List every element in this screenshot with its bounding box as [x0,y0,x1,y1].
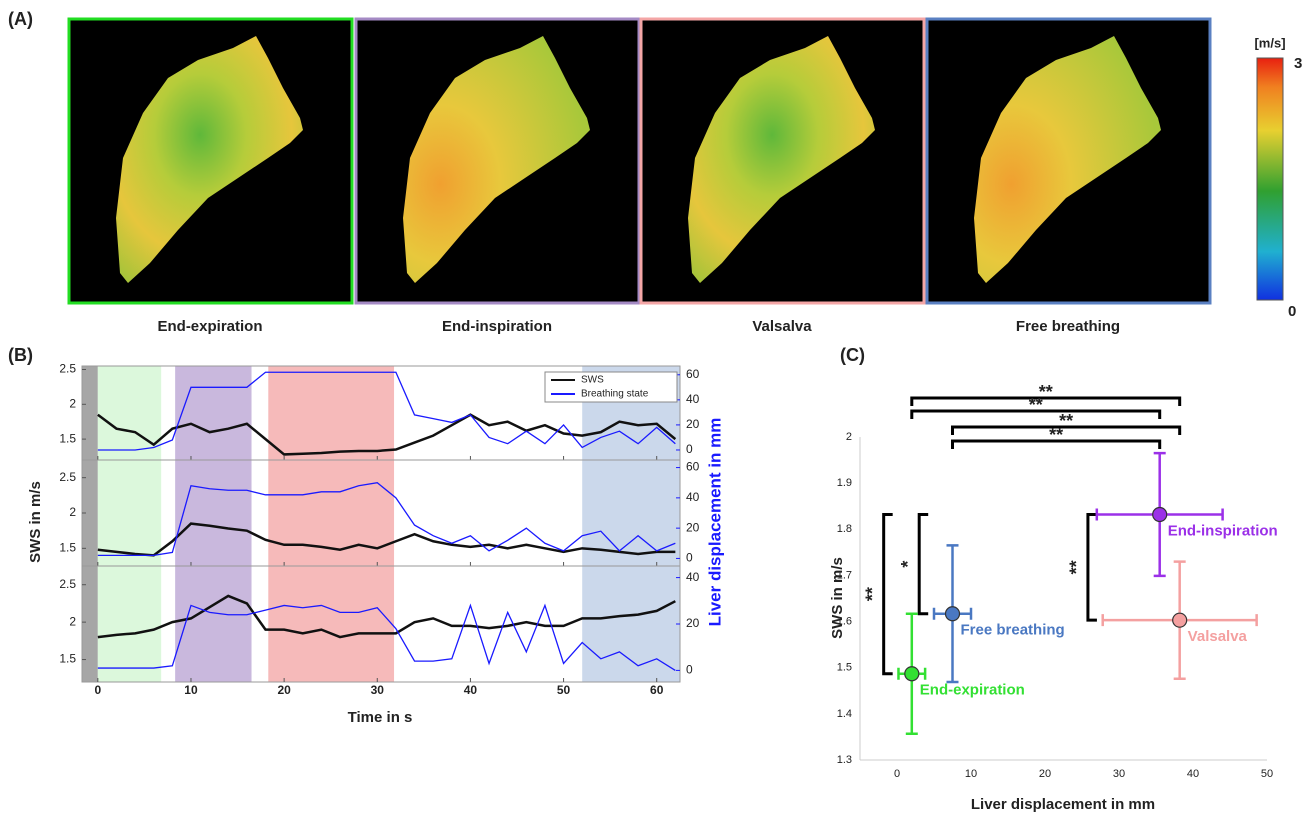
map-label: Valsalva [752,318,812,335]
panel-label: (A) [8,9,33,29]
y2-tick-label: 40 [686,392,700,406]
x-tick-label: 10 [184,683,198,697]
y-tick-label: 1.5 [59,652,76,666]
x-axis-label: Liver displacement in mm [971,796,1155,813]
y2-tick-label: 0 [686,551,693,565]
y-tick-label: 2 [69,505,76,519]
x-tick-label: 0 [894,768,900,780]
panel-label: (B) [8,345,33,365]
x-tick-label: 20 [1039,768,1051,780]
legend-label: SWS [581,375,604,386]
data-point [1153,508,1167,522]
data-point [1173,613,1187,627]
point-label: End-inspiration [1168,522,1278,539]
figure: (A) End-expiration End-inspiration Valsa… [0,0,1311,821]
y-tick-label: 2 [69,614,76,628]
significance-label: ** [1067,560,1087,574]
y2-tick-label: 60 [686,460,700,474]
phase-span [98,566,161,682]
x-tick-label: 0 [94,683,101,697]
y-tick-label: 1.5 [59,431,76,445]
y-axis-label: SWS in m/s [27,481,44,563]
x-axis-label: Time in s [348,709,413,726]
significance-label: * [898,561,918,568]
panel-label: (C) [840,345,865,365]
point-label: Valsalva [1188,628,1248,645]
phase-span [175,366,251,460]
y-tick-label: 1.5 [59,541,76,555]
data-point [946,607,960,621]
map [641,19,924,303]
y-tick-label: 2 [846,431,852,443]
map [927,19,1210,303]
colorbar [1257,58,1283,300]
phase-span [175,566,251,682]
y-tick-label: 1.5 [837,662,852,674]
y-tick-label: 1.8 [837,523,852,535]
y2-tick-label: 60 [686,367,700,381]
significance-label: ** [1049,425,1063,445]
x-tick-label: 50 [557,683,571,697]
point-label: End-expiration [920,682,1025,699]
significance-label: ** [862,587,882,601]
y-tick-label: 1.9 [837,477,852,489]
significance-bracket [919,515,928,614]
y-tick-label: 2.5 [59,362,76,376]
significance-bracket [884,515,893,674]
phase-span [82,566,98,682]
map-label: End-inspiration [442,318,552,335]
phase-span [98,366,161,460]
colorbar-min: 0 [1288,303,1296,320]
data-point [905,667,919,681]
x-tick-label: 40 [1187,768,1199,780]
y-tick-label: 1.4 [837,708,852,720]
phase-span [82,366,98,460]
phase-span [268,366,394,460]
phase-span [268,460,394,566]
legend-label: Breathing state [581,389,649,400]
y-tick-label: 2.5 [59,577,76,591]
y-tick-label: 1.3 [837,754,852,766]
y2-tick-label: 0 [686,442,693,456]
x-tick-label: 40 [464,683,478,697]
map [69,19,352,303]
phase-span [268,566,394,682]
y2-tick-label: 20 [686,616,700,630]
phase-span [175,460,251,566]
x-tick-label: 30 [371,683,385,697]
y2-tick-label: 0 [686,663,693,677]
y2-tick-label: 40 [686,490,700,504]
map-label: End-expiration [157,318,262,335]
point-label: Free breathing [961,622,1065,639]
x-tick-label: 50 [1261,768,1273,780]
x-tick-label: 60 [650,683,664,697]
y2-tick-label: 20 [686,417,700,431]
colorbar-unit: [m/s] [1254,35,1285,50]
x-tick-label: 10 [965,768,977,780]
significance-bracket [1088,515,1097,621]
map [356,19,639,303]
significance-label: ** [1029,395,1043,415]
map-label: Free breathing [1016,318,1120,335]
y2-tick-label: 40 [686,570,700,584]
y-axis-label: SWS in m/s [829,557,846,639]
x-tick-label: 20 [277,683,291,697]
y2-tick-label: 20 [686,520,700,534]
y-tick-label: 2 [69,396,76,410]
x-tick-label: 30 [1113,768,1125,780]
y-tick-label: 2.5 [59,470,76,484]
colorbar-max: 3 [1294,55,1302,72]
y2-axis-label: Liver displacement in mm [705,418,724,627]
